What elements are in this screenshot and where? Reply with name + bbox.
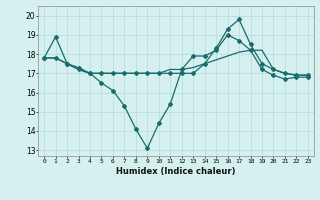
X-axis label: Humidex (Indice chaleur): Humidex (Indice chaleur)	[116, 167, 236, 176]
